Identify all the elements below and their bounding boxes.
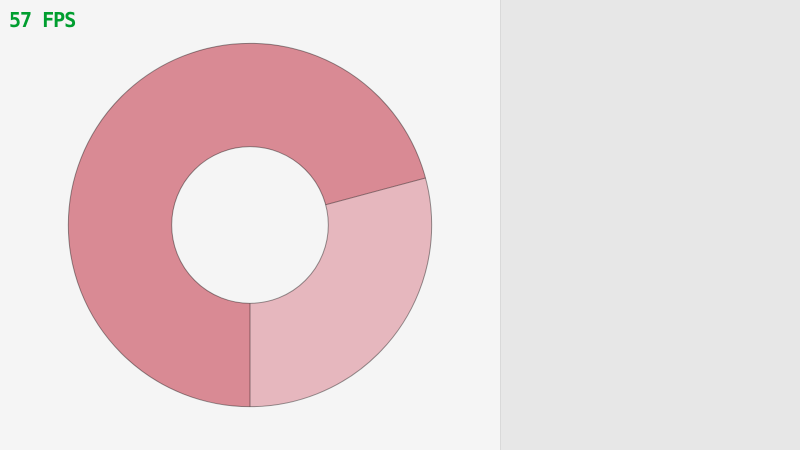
fps-counter: 57 FPS — [9, 8, 76, 32]
slider-row-startangle: StartAngle -255.00 — [501, 40, 800, 60]
slider-row-segments: Segments 0.00 — [501, 240, 800, 260]
slider-row-outerradius: OuterRadius 181.67 — [501, 170, 800, 190]
slider-row-endangle: EndAngle 360.00 — [501, 70, 800, 90]
ring-outline-inner — [171, 146, 329, 304]
ring-line-start — [325, 177, 426, 206]
ring-sector-overlap — [68, 43, 426, 407]
ring-outline-outer — [67, 42, 433, 408]
slider-row-innerradius: InnerRadius 78.33 — [501, 140, 800, 160]
side-panel: StartAngle -255.00 EndAngle 360.00 Inner… — [500, 0, 800, 450]
ring-sector-single — [250, 177, 432, 407]
